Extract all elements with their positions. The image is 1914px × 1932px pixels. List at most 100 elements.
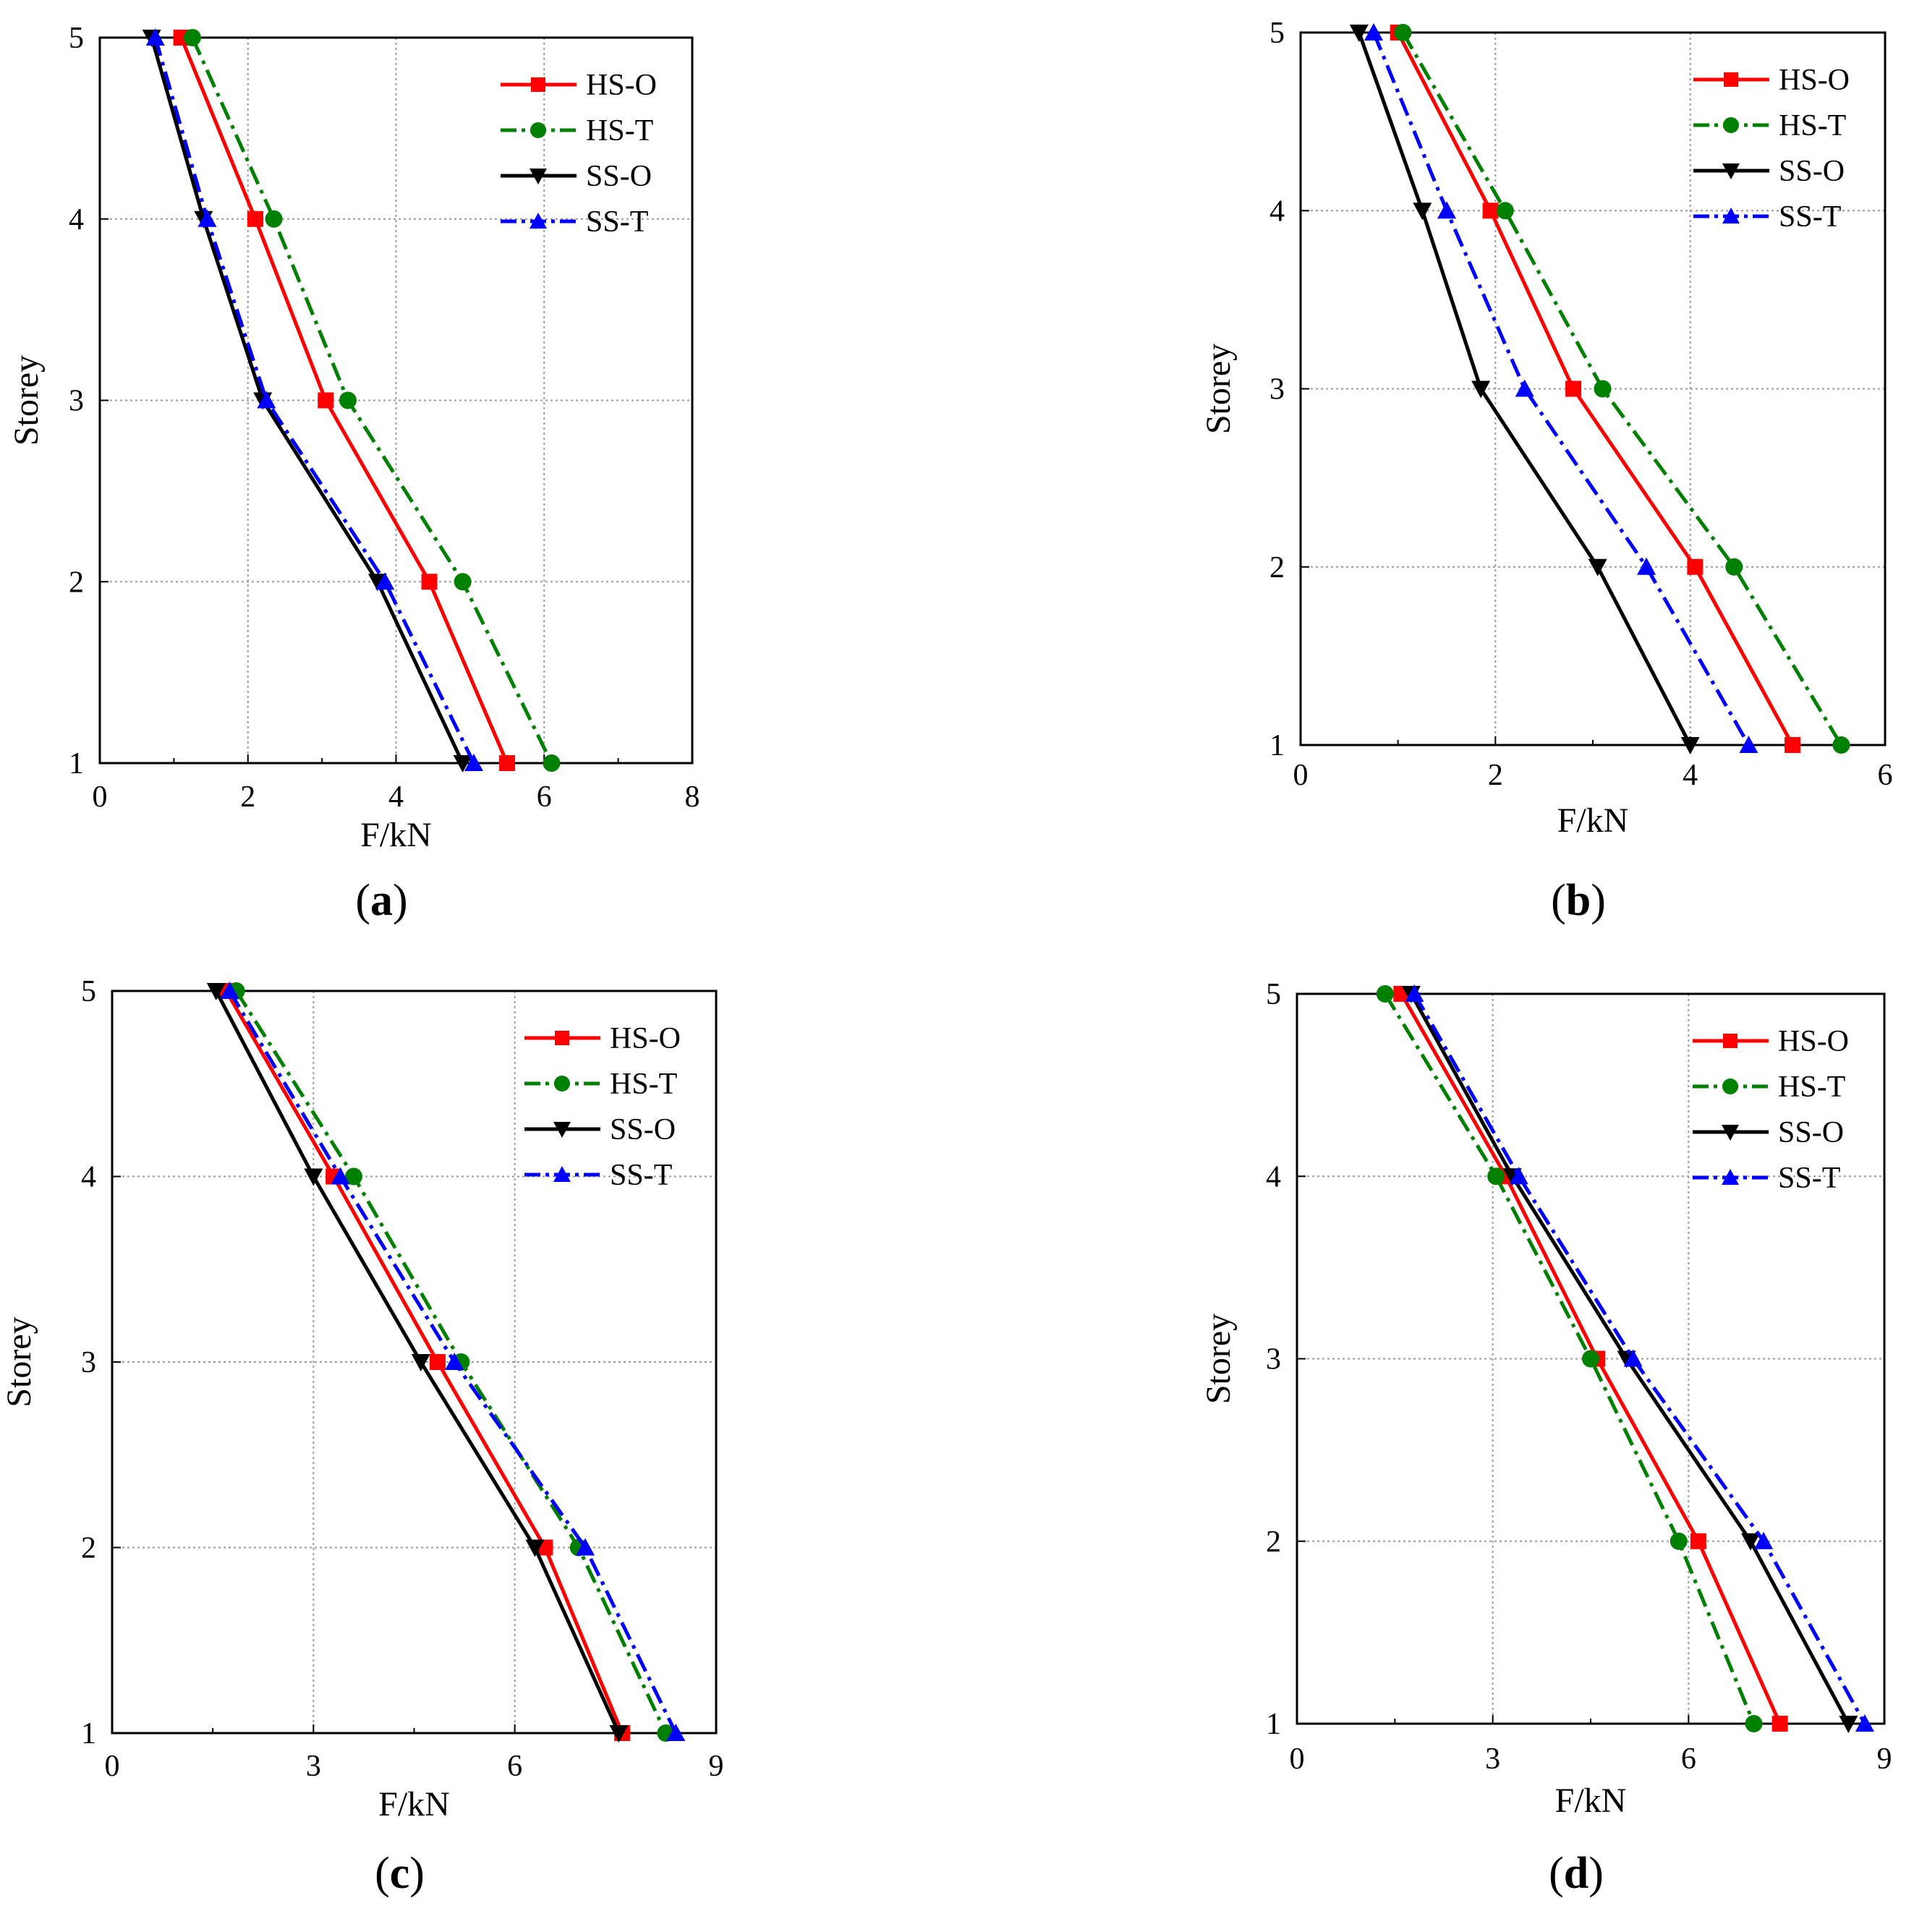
y-tick-label: 5 (81, 975, 96, 1008)
series-SS-T (145, 28, 483, 771)
x-tick-label: 6 (1681, 1742, 1696, 1776)
y-tick-label: 1 (81, 1717, 96, 1750)
data-point (345, 1167, 362, 1186)
data-point (1670, 1532, 1688, 1550)
data-point (1437, 201, 1456, 219)
y-tick-label: 4 (1269, 195, 1285, 228)
legend-label: HS-T (1779, 109, 1846, 142)
data-point (1394, 24, 1412, 41)
y-axis-label: Storey (0, 1316, 38, 1407)
data-point (1745, 1715, 1763, 1732)
panel-label-close: ) (409, 1849, 425, 1898)
legend-label: SS-O (1779, 155, 1845, 188)
panel-label-letter: d (1564, 1849, 1588, 1898)
data-point (1785, 737, 1801, 753)
legend-marker (1723, 117, 1739, 133)
x-tick-label: 4 (388, 780, 404, 814)
panel-label-open: ( (355, 876, 370, 925)
y-tick-label: 1 (1266, 1708, 1281, 1741)
panel-label: (c) (375, 1849, 425, 1898)
y-tick-label: 3 (1266, 1343, 1281, 1376)
x-tick-label: 2 (240, 780, 255, 814)
y-axis-label: Storey (1199, 344, 1238, 434)
panel-label-open: ( (1549, 1849, 1564, 1898)
data-point (1771, 1716, 1788, 1732)
data-point (304, 1168, 323, 1186)
data-point (1754, 1531, 1774, 1549)
legend-label: SS-O (586, 160, 652, 193)
plot-frame (111, 990, 718, 1735)
legend-marker (530, 122, 546, 138)
legend-label: SS-O (610, 1113, 676, 1146)
data-point (453, 755, 472, 773)
panel-label-close: ) (1588, 1849, 1604, 1898)
legend-marker (1722, 1078, 1738, 1094)
chart-panel-b: 0 2 4 6 1 2 3 4 5 F/kN Storey HS-O HS-T SS-O SS-T (b) (1199, 17, 1893, 925)
y-tick-label: 5 (69, 22, 84, 55)
series-HS-T (183, 29, 561, 772)
data-point (543, 754, 561, 772)
legend-label: HS-O (586, 69, 657, 102)
data-point (1839, 1716, 1858, 1733)
y-tick-label: 5 (1266, 978, 1281, 1011)
data-point (331, 1167, 350, 1185)
legend-marker (1722, 1125, 1739, 1141)
data-point (1623, 1349, 1643, 1367)
y-tick-label: 2 (69, 566, 84, 599)
panel-label-letter: c (390, 1849, 410, 1898)
data-point (1741, 1533, 1761, 1551)
x-tick-label: 0 (1290, 1742, 1305, 1776)
x-tick-label: 9 (709, 1750, 724, 1783)
data-point (1832, 736, 1850, 754)
data-point (339, 391, 357, 409)
data-point (206, 983, 226, 1000)
x-tick-label: 0 (105, 1750, 120, 1783)
data-point (1690, 1533, 1706, 1549)
data-point (1471, 380, 1491, 399)
y-axis-label: Storey (7, 355, 46, 446)
legend-label: SS-T (610, 1159, 672, 1192)
plot-frame (98, 36, 694, 765)
panel-label-letter: b (1566, 876, 1591, 925)
y-tick-label: 2 (1266, 1525, 1281, 1559)
y-tick-label: 2 (1269, 551, 1285, 584)
legend-label: SS-T (1778, 1162, 1840, 1195)
data-point (445, 1353, 464, 1370)
data-point (1496, 202, 1514, 220)
x-tick-label: 0 (1293, 759, 1309, 792)
data-point (1637, 557, 1656, 575)
data-point (454, 573, 472, 591)
data-point (576, 1538, 595, 1556)
legend-marker (1723, 1034, 1738, 1048)
legend: HS-O HS-T SS-O SS-T (524, 1022, 681, 1192)
legend-label: HS-O (1778, 1025, 1849, 1058)
y-tick-label: 4 (69, 203, 84, 237)
data-point (183, 29, 201, 46)
series-SS-T (1405, 984, 1874, 1732)
x-tick-label: 8 (685, 780, 700, 814)
legend-marker (553, 1122, 571, 1138)
y-tick-label: 3 (81, 1346, 96, 1379)
data-point (1594, 380, 1612, 398)
legend: HS-O HS-T SS-O SS-T (1693, 1025, 1849, 1195)
x-tick-label: 9 (1877, 1742, 1892, 1776)
y-tick-label: 4 (81, 1161, 96, 1194)
data-point (318, 392, 334, 409)
series-line (150, 37, 464, 765)
data-point (1725, 558, 1743, 576)
data-point (375, 572, 395, 590)
panel-label-open: ( (375, 1849, 390, 1898)
data-point (525, 1539, 545, 1557)
series-SS-O (206, 983, 629, 1742)
panel-label-letter: a (370, 876, 393, 925)
panel-label-close: ) (393, 876, 408, 925)
legend-marker (1724, 72, 1738, 87)
panel-label: (d) (1549, 1849, 1604, 1898)
data-point (1413, 203, 1432, 221)
data-point (1687, 558, 1704, 575)
y-tick-label: 3 (69, 385, 84, 418)
series-HS-O (1390, 25, 1801, 753)
